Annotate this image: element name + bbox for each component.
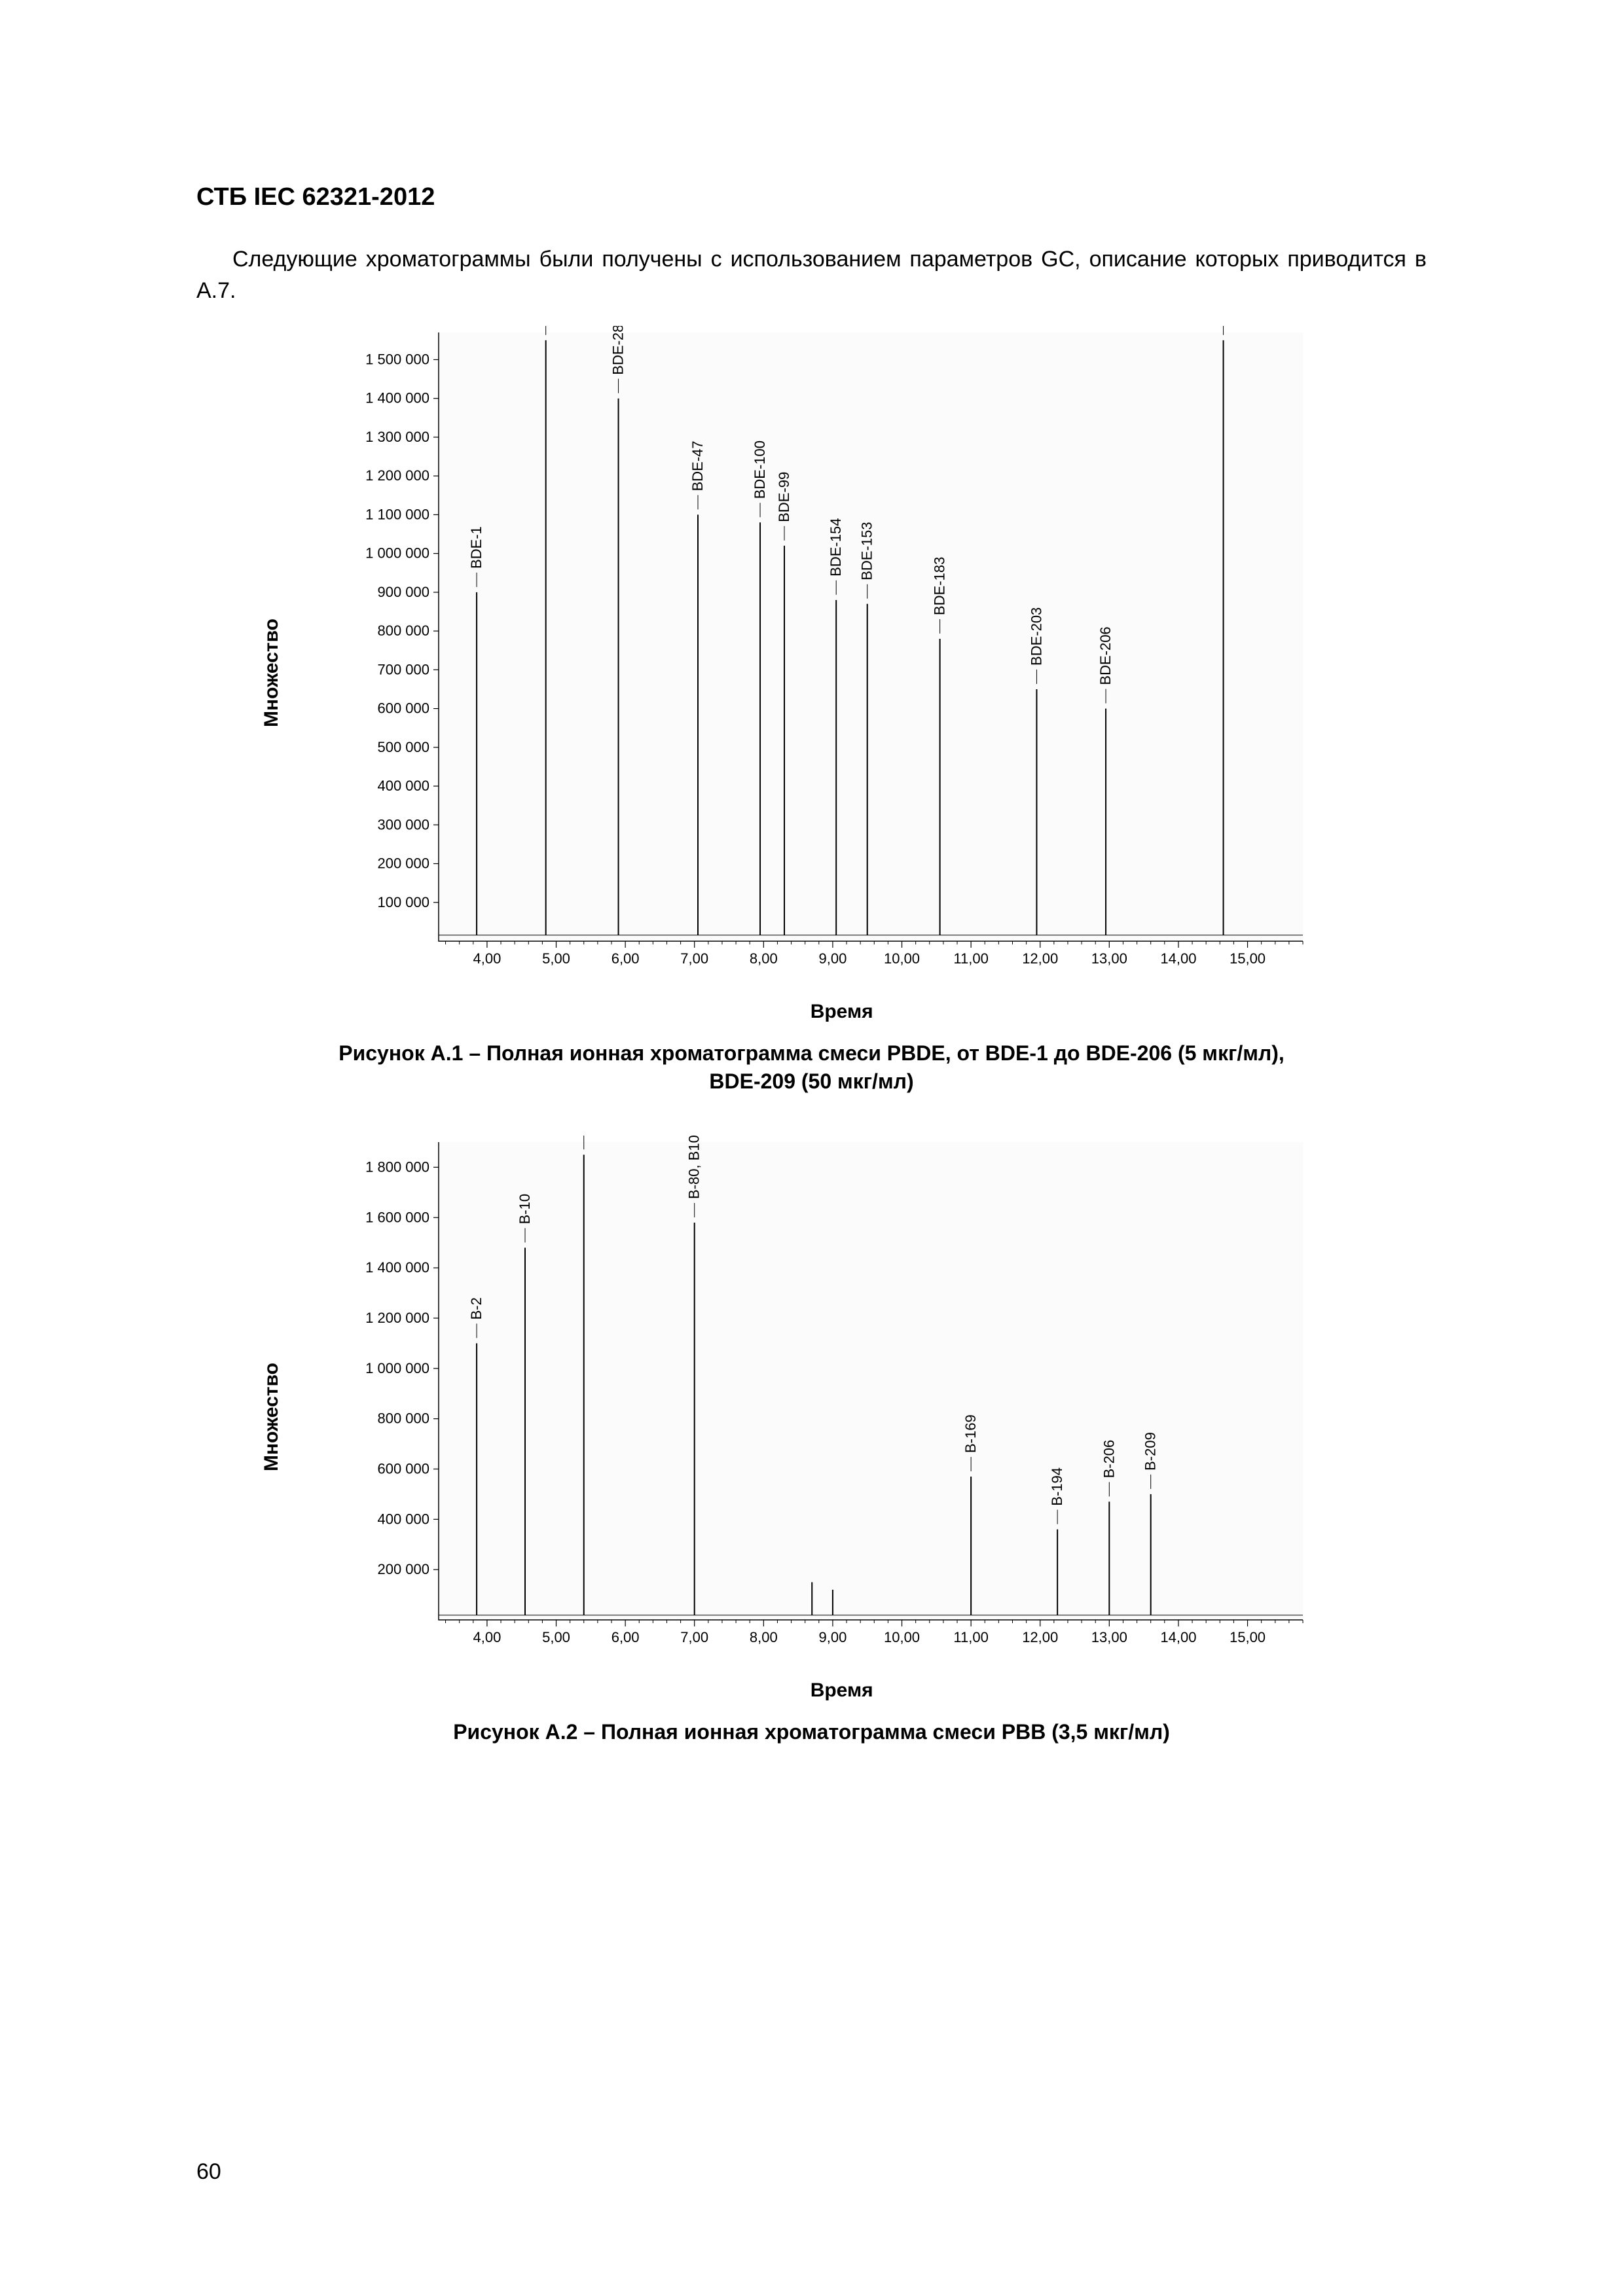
chart-a2-svg: 200 000 400 000 600 000 800 000 1 000 000 1 2…: [308, 1136, 1316, 1659]
svg-text:11,00: 11,00: [953, 1629, 988, 1645]
svg-text:5,00: 5,00: [542, 950, 570, 967]
svg-text:800 000: 800 000: [377, 622, 429, 639]
peak-label: BDE-47: [689, 441, 706, 492]
peak-label: BDE-100: [752, 440, 768, 499]
peak-label: B-209: [1142, 1432, 1158, 1471]
peak-label: BDE-99: [776, 472, 792, 522]
peak-label: B-2: [468, 1297, 484, 1319]
svg-text:600 000: 600 000: [377, 1460, 429, 1477]
svg-text:600 000: 600 000: [377, 700, 429, 717]
svg-text:1 400 000: 1 400 000: [365, 390, 429, 406]
svg-text:15,00: 15,00: [1229, 950, 1265, 967]
peak-label: BDE-203: [1028, 607, 1044, 666]
svg-text:1 000 000: 1 000 000: [365, 545, 429, 562]
svg-text:1 000 000: 1 000 000: [365, 1359, 429, 1376]
svg-text:9,00: 9,00: [818, 1629, 847, 1645]
svg-text:12,00: 12,00: [1022, 950, 1058, 967]
figure-a1-caption: Рисунок A.1 – Полная ионная хроматограмм…: [321, 1039, 1303, 1096]
svg-text:1 300 000: 1 300 000: [365, 429, 429, 445]
svg-text:13,00: 13,00: [1091, 1629, 1127, 1645]
chart-a2-y-axis-label: Множество: [261, 1363, 283, 1471]
svg-text:1 500 000: 1 500 000: [365, 351, 429, 368]
svg-text:200 000: 200 000: [377, 855, 429, 872]
svg-text:7,00: 7,00: [680, 950, 708, 967]
figure-a2-container: Множество 200 000 400 000 600 000 800 000 1 …: [196, 1136, 1427, 1698]
svg-text:100 000: 100 000: [377, 894, 429, 910]
peak-label: B-206: [1101, 1439, 1117, 1478]
chart-a2-x-axis-label: Время: [811, 1679, 873, 1702]
svg-text:12,00: 12,00: [1022, 1629, 1058, 1645]
svg-text:500 000: 500 000: [377, 739, 429, 755]
svg-text:6,00: 6,00: [611, 950, 639, 967]
document-header: СТБ IEC 62321-2012: [196, 183, 1427, 211]
peak-label: B-194: [1049, 1467, 1065, 1506]
svg-text:1 600 000: 1 600 000: [365, 1209, 429, 1225]
svg-text:1 200 000: 1 200 000: [365, 467, 429, 484]
chart-a2-box: Множество 200 000400 000600 000800 0001 …: [308, 1136, 1316, 1698]
svg-text:14,00: 14,00: [1160, 1629, 1196, 1645]
svg-text:4,00: 4,00: [473, 1629, 501, 1645]
peak-label: BDE-183: [931, 557, 947, 615]
svg-text:13,00: 13,00: [1091, 950, 1127, 967]
svg-text:11,00: 11,00: [953, 950, 988, 967]
peak-label: BDE-1: [468, 526, 484, 569]
peak-label: BDE-28: [610, 326, 626, 375]
peak-label: B-10: [517, 1193, 533, 1223]
svg-text:1 800 000: 1 800 000: [365, 1158, 429, 1175]
page-number: 60: [196, 2159, 221, 2185]
svg-text:1 400 000: 1 400 000: [365, 1259, 429, 1276]
chart-a1-y-axis-label: Множество: [261, 619, 283, 727]
svg-text:10,00: 10,00: [883, 950, 919, 967]
svg-text:9,00: 9,00: [818, 950, 847, 967]
chart-a1-svg: 100 000 200 000 300 000 400 000 500 000 600 0…: [308, 326, 1316, 980]
intro-paragraph: Следующие хроматограммы были получены с …: [196, 244, 1427, 306]
svg-text:6,00: 6,00: [611, 1629, 639, 1645]
svg-text:8,00: 8,00: [749, 950, 777, 967]
figure-a1-container: Множество 100 000 200 000 300 000 400 000 50…: [196, 326, 1427, 1020]
svg-text:4,00: 4,00: [473, 950, 501, 967]
chart-a1-box: Множество 100 000200 000300 000400 00050…: [308, 326, 1316, 1020]
svg-text:700 000: 700 000: [377, 662, 429, 678]
svg-text:1 100 000: 1 100 000: [365, 507, 429, 523]
peak-label: B-80, B103: [685, 1136, 702, 1199]
svg-text:8,00: 8,00: [749, 1629, 777, 1645]
peak-label: B-169: [962, 1414, 979, 1453]
svg-text:15,00: 15,00: [1229, 1629, 1265, 1645]
svg-text:14,00: 14,00: [1160, 950, 1196, 967]
svg-text:400 000: 400 000: [377, 1511, 429, 1527]
peak-label: BDE-206: [1097, 626, 1114, 685]
peak-label: BDE-153: [858, 522, 875, 581]
svg-text:10,00: 10,00: [883, 1629, 919, 1645]
svg-text:300 000: 300 000: [377, 816, 429, 833]
figure-a2-caption: Рисунок A.2 – Полная ионная хроматограмм…: [321, 1718, 1303, 1746]
svg-text:7,00: 7,00: [680, 1629, 708, 1645]
svg-text:400 000: 400 000: [377, 778, 429, 794]
peak-label: BDE-154: [828, 518, 844, 577]
svg-text:800 000: 800 000: [377, 1410, 429, 1426]
svg-text:900 000: 900 000: [377, 584, 429, 600]
chart-a1-x-axis-label: Время: [811, 1001, 873, 1023]
svg-text:5,00: 5,00: [542, 1629, 570, 1645]
svg-text:1 200 000: 1 200 000: [365, 1310, 429, 1326]
svg-text:200 000: 200 000: [377, 1561, 429, 1577]
